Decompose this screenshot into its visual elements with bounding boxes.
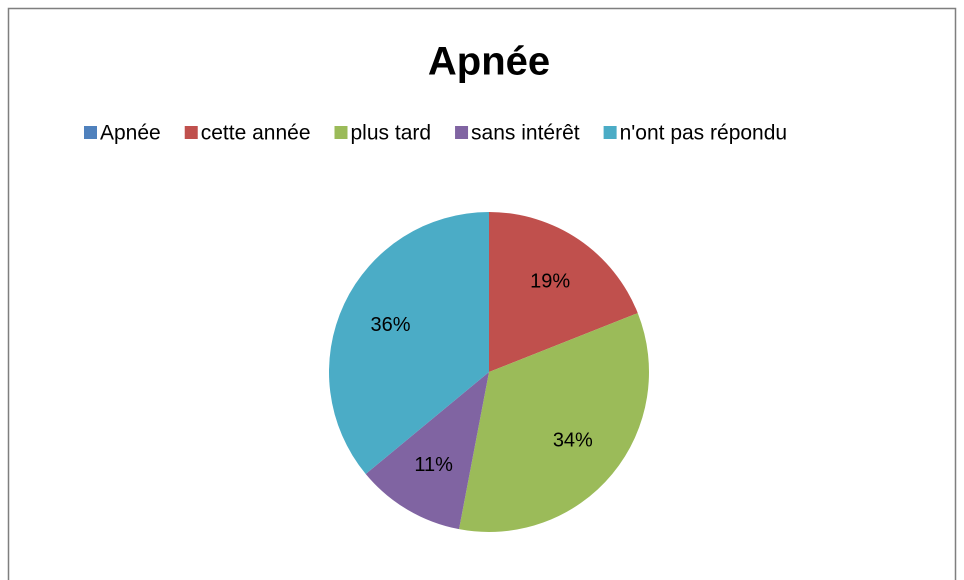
data-label: 19%	[530, 270, 570, 292]
chart-frame	[7, 7, 957, 580]
data-label: 36%	[371, 314, 411, 336]
legend-label: cette année	[201, 122, 311, 145]
legend-swatch	[334, 126, 348, 139]
legend-swatch	[84, 126, 97, 139]
data-label: 11%	[414, 454, 453, 476]
legend-swatch	[603, 126, 617, 139]
legend-swatch	[184, 126, 198, 139]
legend-label: n'ont pas répondu	[620, 122, 787, 145]
legend-label: plus tard	[351, 122, 432, 145]
data-label: 34%	[553, 430, 593, 452]
legend-label: Apnée	[100, 122, 161, 145]
pie-slice	[365, 372, 489, 530]
legend-label: sans intérêt	[471, 122, 580, 145]
chart-title: Apnée	[428, 40, 550, 84]
pie-slice	[489, 212, 638, 372]
pie-slice	[329, 212, 489, 474]
legend-swatch	[455, 126, 469, 139]
pie-slice	[459, 313, 649, 532]
